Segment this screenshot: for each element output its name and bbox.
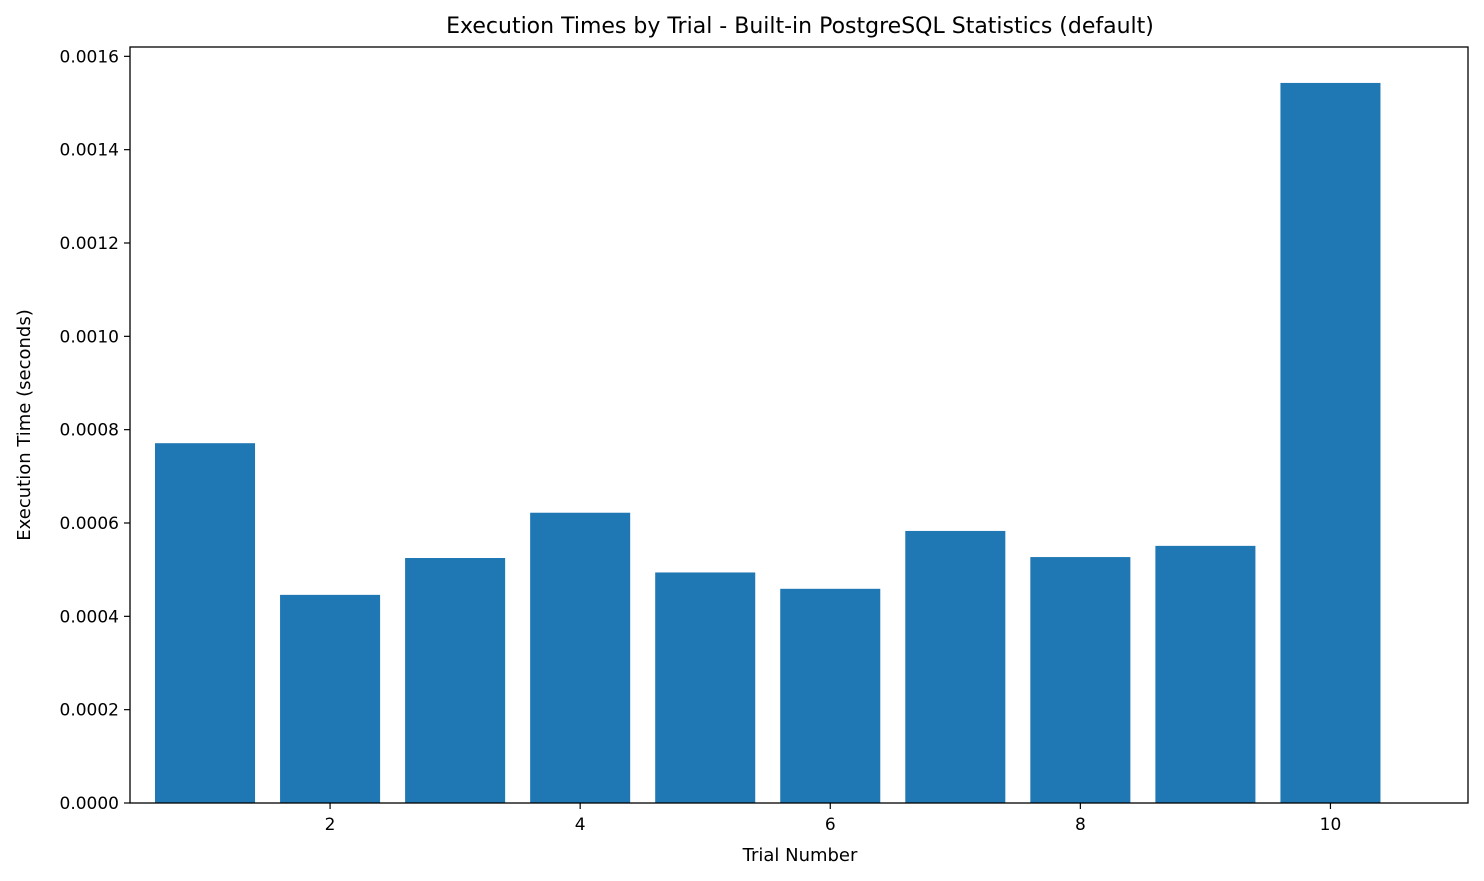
bar-trial-6 [780,588,881,803]
bar-trial-1 [155,443,256,803]
x-tick-label: 4 [575,815,586,835]
x-tick-label: 10 [1320,815,1342,835]
y-tick-label: 0.0012 [60,234,119,254]
bar-trial-7 [905,530,1006,803]
bar-trial-10 [1280,82,1381,803]
y-axis-ticks: 0.0000 0.0002 0.0004 0.0006 0.0008 0.0010 0.00… [60,47,130,814]
y-tick-label: 0.0014 [60,141,119,161]
bars-group [155,82,1381,803]
y-tick-label: 0.0006 [60,514,119,534]
y-tick-label: 0.0000 [60,794,119,814]
y-tick-label: 0.0008 [60,421,119,441]
y-tick-label: 0.0004 [60,607,119,627]
y-tick-label: 0.0002 [60,701,119,721]
x-tick-label: 6 [825,815,836,835]
bar-trial-4 [530,512,631,803]
x-tick-label: 8 [1075,815,1086,835]
bar-trial-5 [655,572,756,803]
y-tick-label: 0.0010 [60,327,119,347]
bar-trial-9 [1155,545,1256,803]
y-tick-label: 0.0016 [60,47,119,67]
plot-frame [129,46,1469,804]
chart-title: Execution Times by Trial - Built-in Post… [446,14,1154,39]
x-axis-label: Trial Number [742,845,858,866]
x-axis-ticks: 2 4 6 8 10 [325,803,1342,835]
bar-trial-8 [1030,557,1131,803]
bar-trial-3 [405,558,506,803]
x-tick-label: 2 [325,815,336,835]
bar-trial-2 [280,594,381,803]
y-axis-label: Execution Time (seconds) [14,309,35,540]
